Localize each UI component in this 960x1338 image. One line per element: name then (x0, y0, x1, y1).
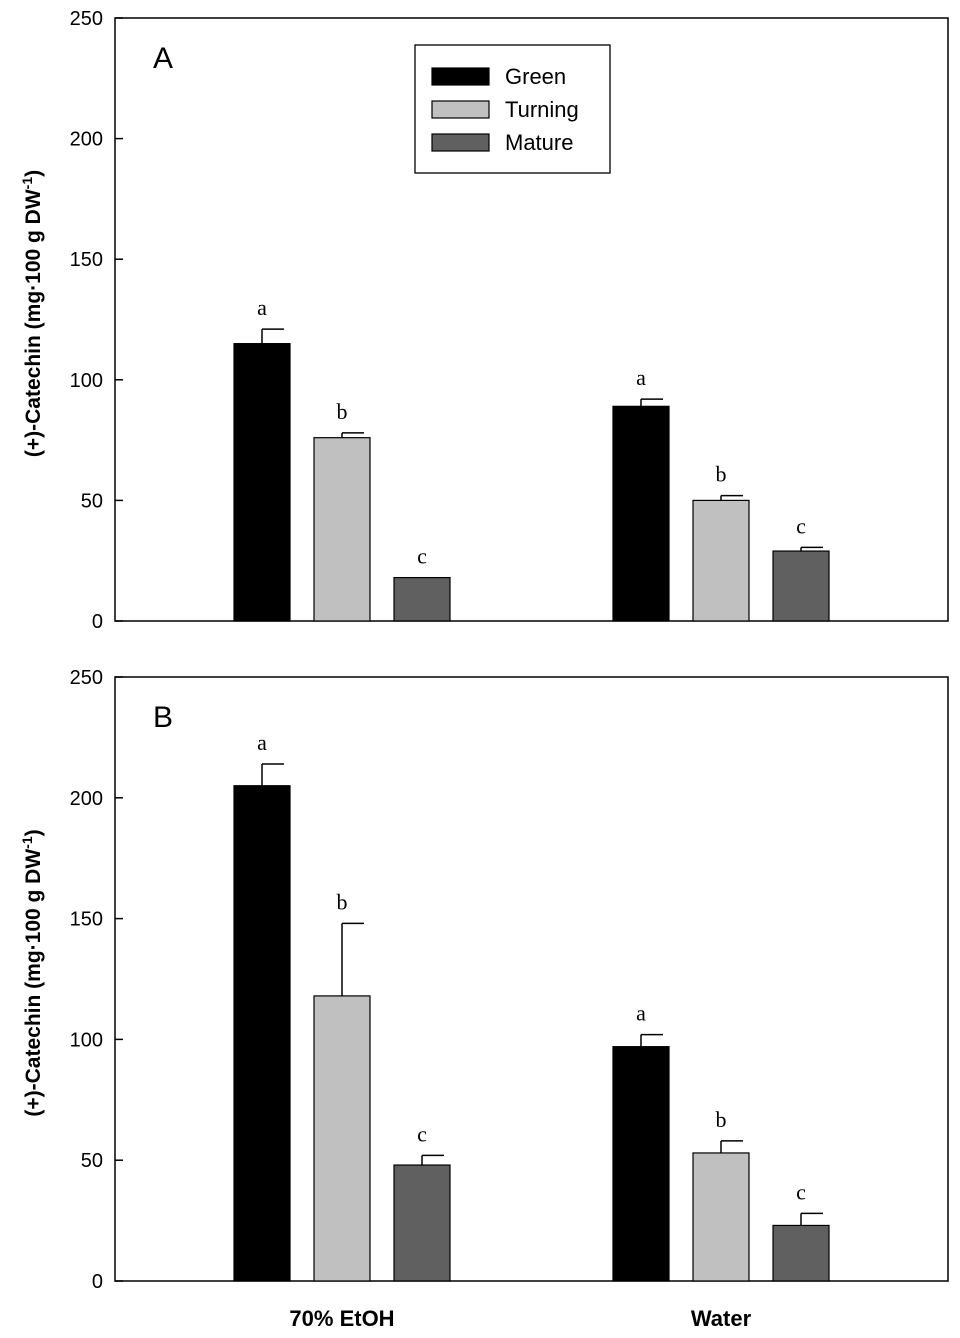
bar-turning (692, 1152, 750, 1282)
legend-label-turning: Turning (505, 97, 579, 122)
legend-label-green: Green (505, 64, 566, 89)
bar-turning (313, 437, 371, 622)
significance-letter: b (337, 399, 348, 424)
y-tick-label: 250 (70, 8, 103, 30)
significance-letter: a (636, 365, 646, 390)
bar-turning (692, 499, 750, 622)
x-category-label: Water (691, 1306, 752, 1331)
plot-frame (114, 676, 949, 1282)
y-axis-label-sup: -1 (19, 177, 35, 190)
y-tick-label: 150 (70, 909, 103, 931)
significance-letter: c (417, 544, 427, 569)
y-axis-label: (+)-Catechin (mg·100 g DW-1) (19, 170, 45, 457)
y-tick-label: 0 (92, 611, 103, 633)
y-tick-label: 0 (92, 1271, 103, 1293)
bar-mature (772, 550, 830, 622)
bar-green (612, 1046, 670, 1282)
bar-green (233, 785, 291, 1282)
legend-swatch-mature (431, 133, 490, 152)
legend-label-mature: Mature (505, 130, 573, 155)
significance-letter: c (417, 1121, 427, 1146)
significance-letter: a (257, 730, 267, 755)
y-axis-label-close: ) (22, 829, 45, 836)
bar-mature (393, 576, 451, 622)
panel-label: B (153, 701, 173, 734)
bar-mature (772, 1224, 830, 1282)
y-tick-label: 200 (70, 129, 103, 151)
significance-letter: b (337, 889, 348, 914)
y-tick-label: 50 (81, 490, 103, 512)
y-axis-label-main: (+)-Catechin (mg·100 g DW (22, 849, 45, 1117)
y-tick-label: 250 (70, 667, 103, 689)
y-axis-label: (+)-Catechin (mg·100 g DW-1) (19, 829, 45, 1116)
y-tick-label: 100 (70, 1029, 103, 1051)
significance-letter: b (716, 1107, 727, 1132)
significance-letter: c (796, 1179, 806, 1204)
y-tick-label: 100 (70, 370, 103, 392)
y-axis-label-sup: -1 (19, 836, 35, 849)
y-tick-label: 50 (81, 1150, 103, 1172)
y-axis-label-close: ) (22, 170, 45, 177)
y-tick-label: 150 (70, 249, 103, 271)
legend: Green Turning Mature (414, 44, 611, 174)
bar-turning (313, 995, 371, 1282)
significance-letter: b (716, 462, 727, 487)
panel-label: A (153, 42, 173, 75)
x-category-label: 70% EtOH (289, 1306, 394, 1331)
legend-swatch-turning (431, 100, 490, 119)
chart-panel-a: 0 50 100 150 200 250 (+)-Catechin (mg·100 g DW… (19, 8, 949, 633)
bar-mature (393, 1164, 451, 1282)
significance-letter: a (257, 295, 267, 320)
y-axis-label-main: (+)-Catechin (mg·100 g DW (22, 189, 45, 457)
legend-swatch-green (431, 67, 490, 86)
plot-frame (114, 17, 949, 622)
bar-green (233, 343, 291, 622)
bar-green (612, 405, 670, 622)
significance-letter: a (636, 1001, 646, 1026)
chart-panel-b: 0 50 100 150 200 250 (+)-Catechin (mg·100 g DW… (19, 667, 949, 1331)
significance-letter: c (796, 513, 806, 538)
y-tick-label: 200 (70, 788, 103, 810)
